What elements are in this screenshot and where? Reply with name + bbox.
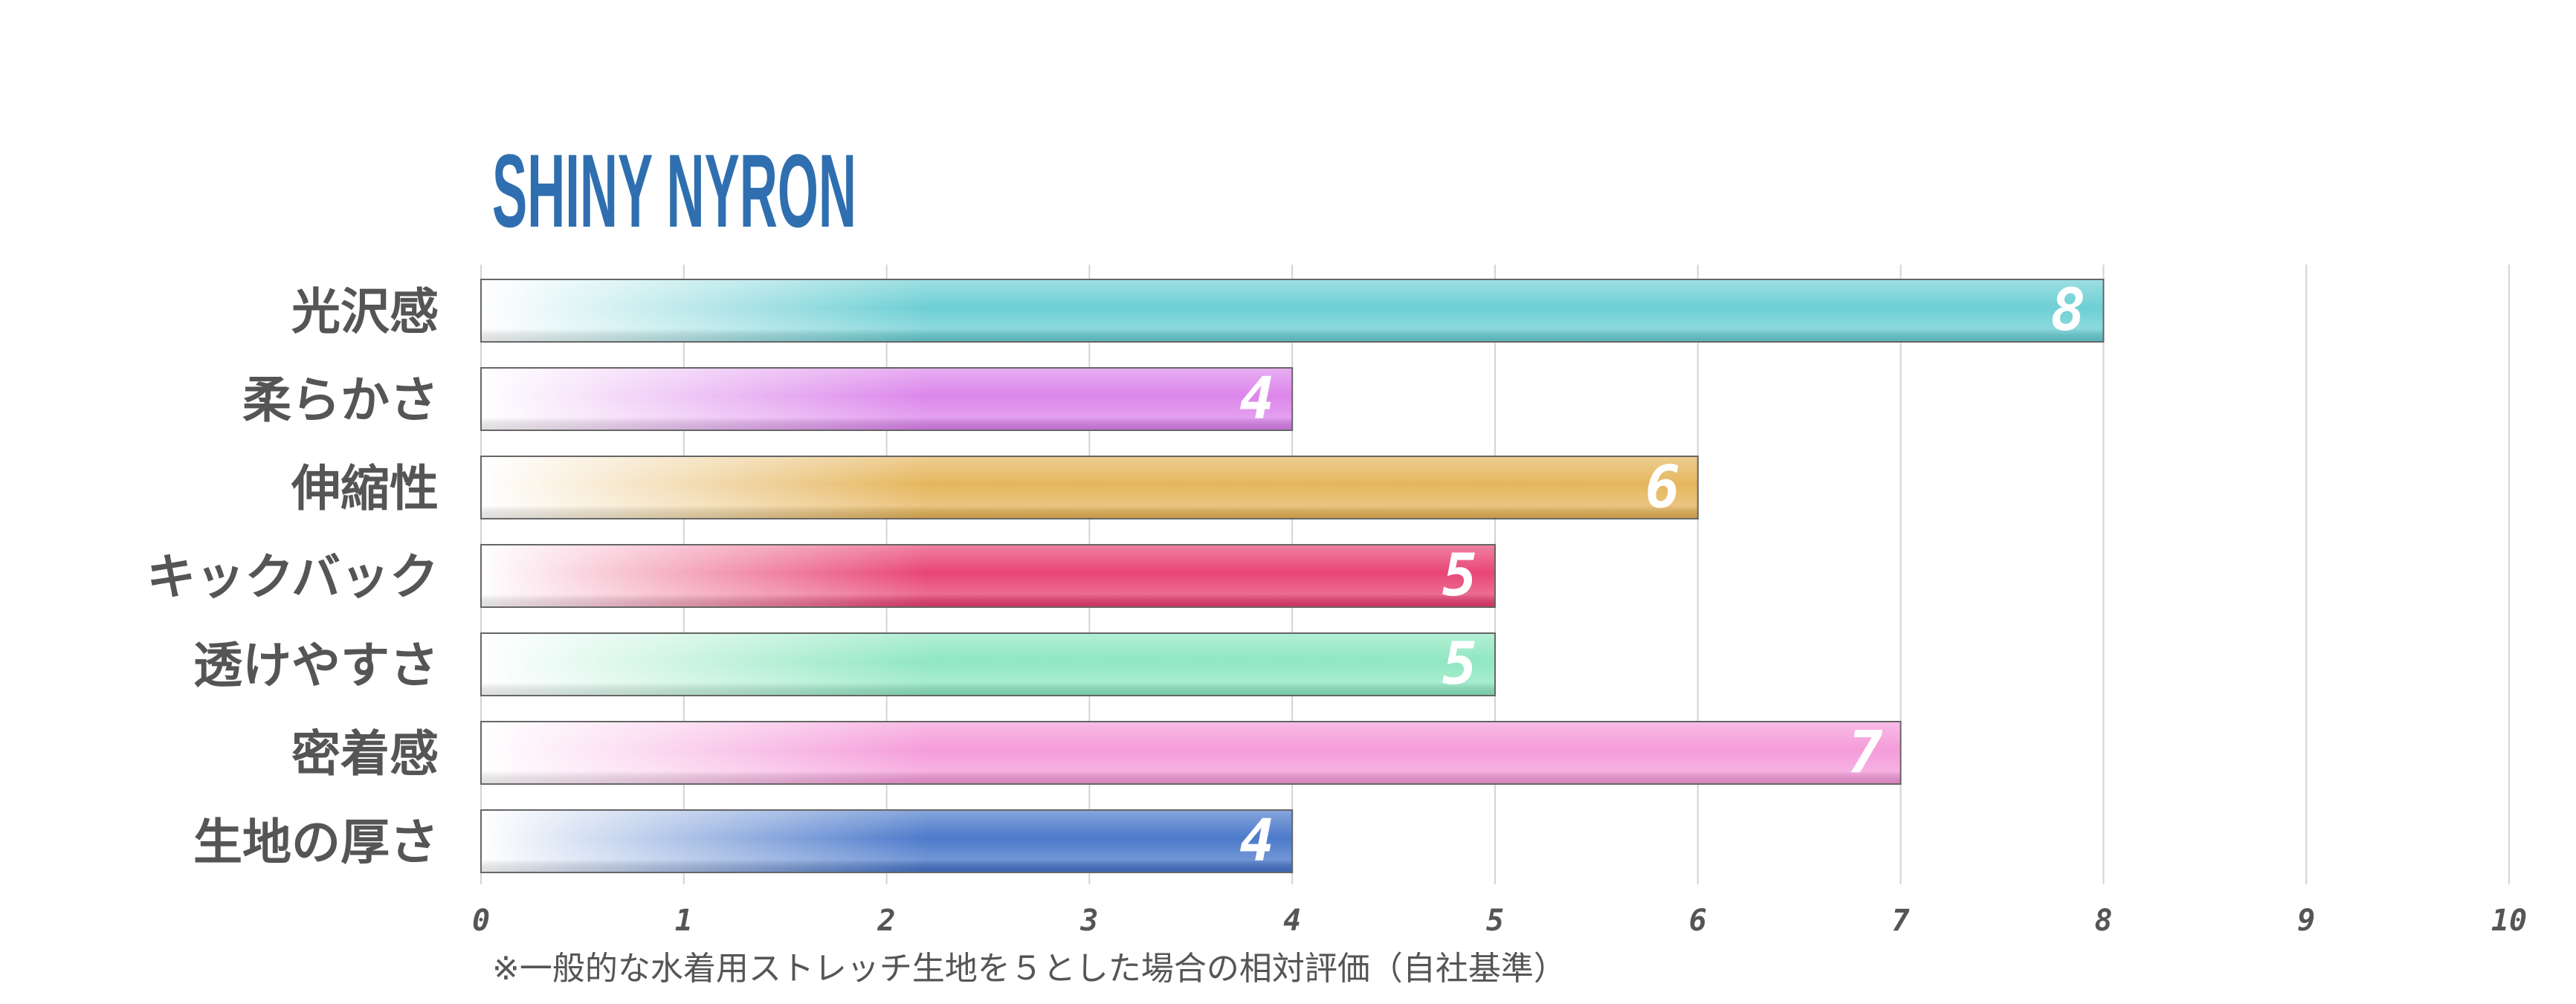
bar-shine: [482, 722, 1900, 783]
x-tick-label: 10: [2491, 904, 2527, 938]
bar-value-label: 8: [2050, 277, 2085, 344]
bar-value-label: 4: [1239, 366, 1274, 433]
x-axis-ticks: 0 1 2 3 4 5 6 7 8 9 10: [472, 904, 2527, 938]
x-tick-label: 7: [1892, 904, 1910, 938]
category-label: 密着感: [291, 725, 439, 783]
category-label: 柔らかさ: [242, 372, 439, 429]
bar-value-label: 6: [1645, 454, 1680, 521]
x-tick-label: 2: [877, 904, 896, 938]
x-tick-label: 8: [2094, 904, 2112, 938]
bar-shine: [482, 634, 1494, 695]
x-tick-label: 1: [675, 904, 693, 938]
bar-shine: [482, 457, 1697, 518]
footnote: ※一般的な水着用ストレッチ生地を５とした場合の相対評価（自社基準）: [492, 950, 1566, 988]
category-label: 伸縮性: [291, 460, 439, 517]
category-label: 光沢感: [291, 283, 439, 340]
bar-value-label: 4: [1239, 808, 1274, 875]
category-label: 透けやすさ: [193, 637, 439, 694]
x-tick-label: 3: [1079, 904, 1098, 938]
bar-shine: [482, 811, 1292, 872]
x-tick-label: 6: [1689, 904, 1707, 938]
bar-shine: [482, 280, 2103, 341]
category-label: キックバック: [146, 548, 439, 606]
x-tick-label: 9: [2297, 904, 2315, 938]
bar-shine: [482, 545, 1494, 606]
x-tick-label: 0: [472, 904, 490, 938]
category-label: 生地の厚さ: [193, 814, 439, 871]
bar-layer: 8 4 6 5 5 7 4: [480, 277, 2105, 875]
x-tick-label: 4: [1283, 904, 1301, 938]
bar-shine: [482, 369, 1292, 430]
bar-value-label: 7: [1848, 719, 1883, 786]
chart-title: SHINY NYRON: [492, 132, 856, 249]
bar-value-label: 5: [1442, 543, 1477, 609]
x-tick-label: 5: [1486, 904, 1504, 938]
bar-value-label: 5: [1442, 631, 1477, 698]
